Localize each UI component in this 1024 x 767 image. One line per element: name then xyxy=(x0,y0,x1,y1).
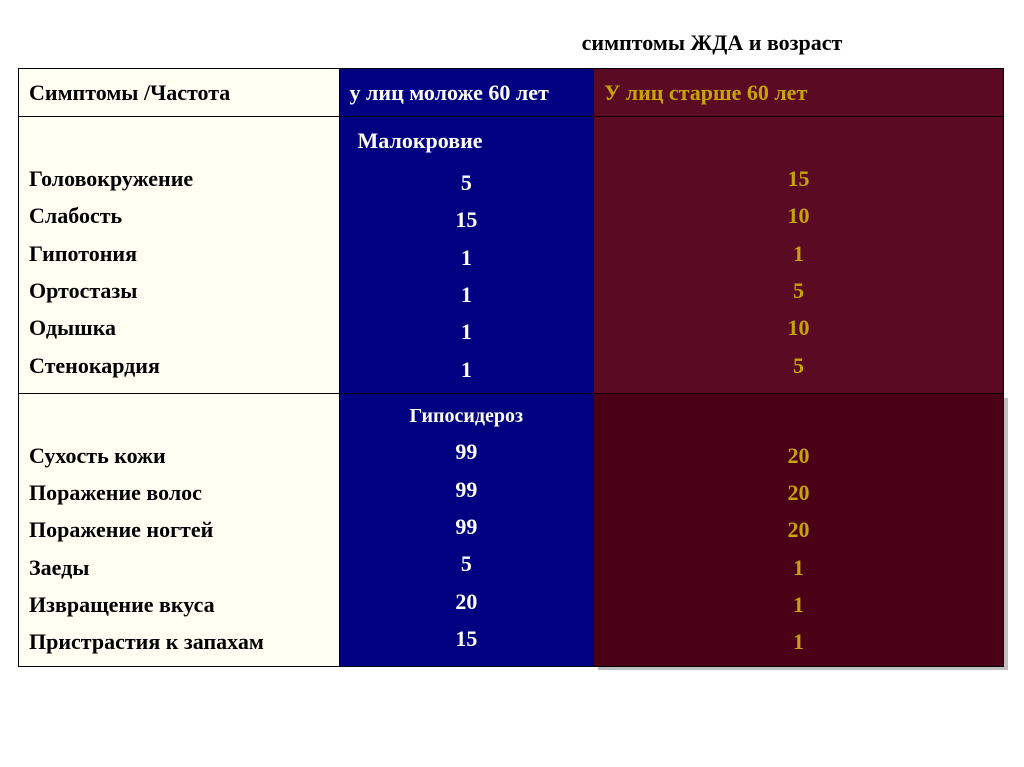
value-over60: 15 xyxy=(604,160,993,197)
table-section-1: Головокружение Слабость Гипотония Ортост… xyxy=(19,117,1004,394)
value-over60: 20 xyxy=(604,474,993,511)
symptom-label: Поражение ногтей xyxy=(29,511,329,548)
section1-label: Малокровие xyxy=(350,122,584,159)
value-over60: 10 xyxy=(604,309,993,346)
symptom-label: Извращение вкуса xyxy=(29,586,329,623)
value-over60: 10 xyxy=(604,197,993,234)
table-section-2: Сухость кожи Поражение волос Поражение н… xyxy=(19,394,1004,667)
symptom-label: Одышка xyxy=(29,309,329,346)
value-over60: 1 xyxy=(604,586,993,623)
symptom-label: Пристрастия к запахам xyxy=(29,623,329,660)
symptom-label: Заеды xyxy=(29,549,329,586)
header-symptoms: Симптомы /Частота xyxy=(19,69,340,117)
value-over60: 1 xyxy=(604,623,993,660)
value-over60: 1 xyxy=(604,549,993,586)
table-header-row: Симптомы /Частота у лиц моложе 60 лет У … xyxy=(19,69,1004,117)
header-under60: у лиц моложе 60 лет xyxy=(339,69,594,117)
value-over60: 5 xyxy=(604,272,993,309)
section2-symptoms-cell: Сухость кожи Поражение волос Поражение н… xyxy=(19,394,340,667)
page-title: симптомы ЖДА и возраст xyxy=(18,30,1006,56)
section2-over60-cell: 20 20 20 1 1 1 xyxy=(594,394,1004,667)
value-under60: 20 xyxy=(350,583,584,620)
value-over60: 5 xyxy=(604,347,993,384)
value-under60: 1 xyxy=(350,351,584,388)
value-under60: 99 xyxy=(350,508,584,545)
value-under60: 99 xyxy=(350,433,584,470)
value-under60: 1 xyxy=(350,313,584,350)
section2-label: Гипосидероз xyxy=(350,399,584,433)
value-under60: 1 xyxy=(350,276,584,313)
symptom-label: Стенокардия xyxy=(29,347,329,384)
value-under60: 1 xyxy=(350,239,584,276)
value-over60: 1 xyxy=(604,235,993,272)
symptom-label: Ортостазы xyxy=(29,272,329,309)
value-under60: 15 xyxy=(350,620,584,657)
symptom-label: Гипотония xyxy=(29,235,329,272)
section1-symptoms-cell: Головокружение Слабость Гипотония Ортост… xyxy=(19,117,340,394)
value-over60: 20 xyxy=(604,511,993,548)
section1-under60-cell: Малокровие 5 15 1 1 1 1 xyxy=(339,117,594,394)
value-under60: 5 xyxy=(350,164,584,201)
symptom-label: Сухость кожи xyxy=(29,437,329,474)
value-under60: 15 xyxy=(350,201,584,238)
symptoms-table: Симптомы /Частота у лиц моложе 60 лет У … xyxy=(18,68,1004,667)
section1-over60-cell: 15 10 1 5 10 5 xyxy=(594,117,1004,394)
value-over60: 20 xyxy=(604,437,993,474)
value-under60: 99 xyxy=(350,471,584,508)
section2-under60-cell: Гипосидероз 99 99 99 5 20 15 xyxy=(339,394,594,667)
symptom-label: Слабость xyxy=(29,197,329,234)
header-over60: У лиц старше 60 лет xyxy=(594,69,1004,117)
symptom-label: Поражение волос xyxy=(29,474,329,511)
value-under60: 5 xyxy=(350,545,584,582)
symptom-label: Головокружение xyxy=(29,160,329,197)
